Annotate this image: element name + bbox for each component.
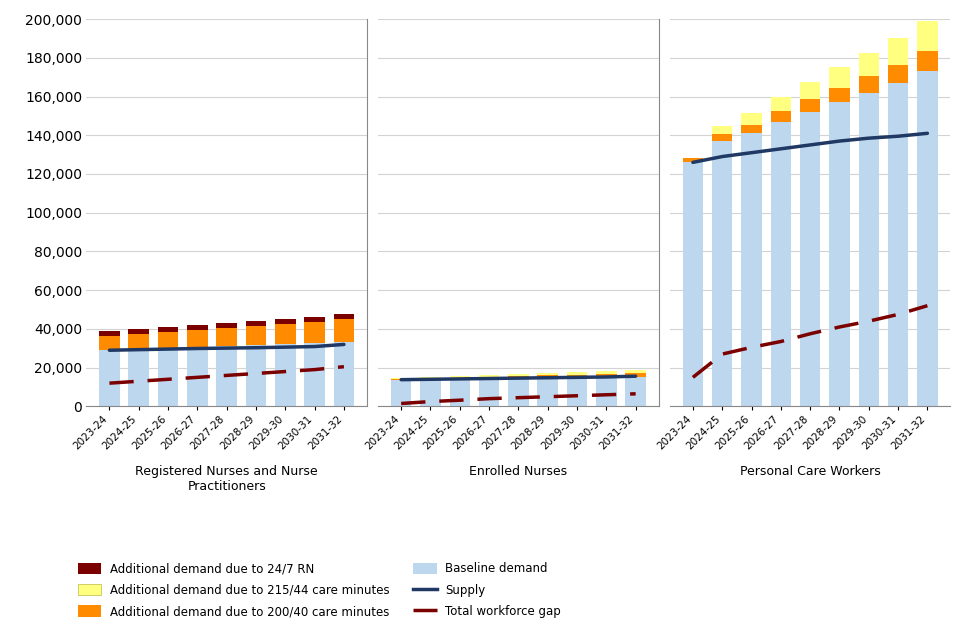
Bar [771,97,791,111]
X-axis label: Enrolled Nurses: Enrolled Nurses [469,465,567,478]
Bar [420,377,441,378]
Bar [508,376,529,378]
Bar [566,371,588,375]
Bar [858,53,879,76]
Bar [99,331,120,336]
Bar [246,326,266,345]
Bar [858,93,879,406]
Bar [829,67,850,88]
Bar [334,314,354,319]
Bar [508,373,529,376]
Bar [449,378,470,380]
Bar [246,321,266,326]
Bar [216,346,237,406]
Bar [625,370,646,373]
Bar [479,379,499,406]
Bar [157,348,179,406]
Bar [917,51,938,71]
Bar [566,378,588,406]
Bar [683,159,703,163]
Bar [712,126,732,134]
Bar [304,344,324,406]
Bar [625,377,646,406]
Bar [420,380,441,406]
Bar [888,83,908,406]
Bar [275,319,296,324]
Bar [917,71,938,406]
Bar [538,378,558,406]
Bar [275,344,296,406]
Bar [449,380,470,406]
Bar [800,82,821,100]
X-axis label: Personal Care Workers: Personal Care Workers [740,465,880,478]
Bar [858,76,879,93]
Bar [304,322,324,344]
Bar [304,318,324,322]
Bar [566,375,588,378]
Bar [683,163,703,406]
Bar [157,327,179,332]
Bar [479,375,499,377]
Bar [625,373,646,377]
Bar [741,133,762,406]
Bar [712,134,732,141]
Bar [829,102,850,406]
Bar [829,88,850,102]
Bar [391,380,412,406]
Bar [334,342,354,406]
Bar [216,328,237,346]
Bar [187,347,207,406]
Bar [800,100,821,112]
Bar [129,334,149,349]
Bar [334,319,354,342]
Bar [99,351,120,406]
Bar [508,378,529,406]
Bar [538,373,558,375]
Bar [596,374,616,378]
Bar [420,378,441,380]
Bar [246,345,266,406]
Bar [596,371,616,374]
Bar [187,325,207,330]
Bar [391,379,412,380]
Bar [187,330,207,347]
Bar [216,323,237,328]
X-axis label: Registered Nurses and Nurse
Practitioners: Registered Nurses and Nurse Practitioner… [135,465,318,493]
Bar [741,113,762,124]
Bar [888,39,908,65]
Bar [479,377,499,379]
Bar [449,376,470,378]
Bar [771,122,791,406]
Bar [129,329,149,334]
Bar [712,141,732,406]
Legend: Additional demand due to 24/7 RN, Additional demand due to 215/44 care minutes, : Additional demand due to 24/7 RN, Additi… [73,558,565,623]
Bar [538,375,558,378]
Bar [800,112,821,406]
Bar [99,336,120,351]
Bar [275,324,296,344]
Bar [596,378,616,406]
Bar [391,378,412,379]
Bar [771,111,791,122]
Bar [917,21,938,51]
Bar [129,349,149,406]
Bar [741,124,762,133]
Bar [157,332,179,348]
Bar [888,65,908,83]
